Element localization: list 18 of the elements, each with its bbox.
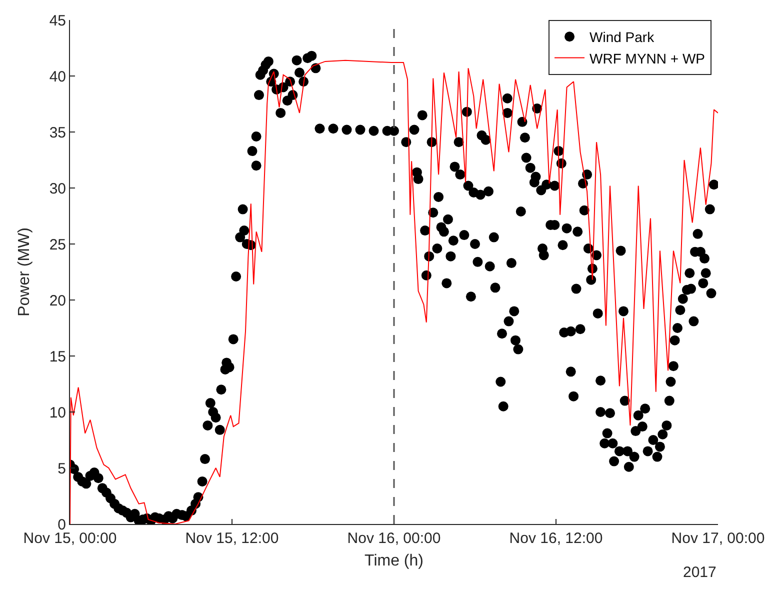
y-tick-label: 15 — [49, 348, 66, 366]
legend-label: WRF MYNN + WP — [590, 50, 706, 66]
y-tick-label: 30 — [49, 180, 66, 198]
x-tick-label: Nov 17, 00:00 — [671, 530, 765, 547]
y-tick-label: 10 — [49, 404, 66, 422]
y-tick-label: 5 — [58, 460, 66, 478]
y-tick-label: 25 — [49, 236, 66, 254]
y-tick-label: 20 — [49, 292, 66, 310]
y-tick-label: 40 — [49, 68, 66, 86]
text: 2017 — [683, 564, 716, 581]
x-tick-label: Nov 16, 12:00 — [509, 530, 603, 547]
x-tick-label: Nov 15, 12:00 — [185, 530, 279, 547]
x-tick-label: Nov 16, 00:00 — [347, 530, 441, 547]
y-tick-label: 35 — [49, 124, 66, 142]
x-axis-title: Time (h) — [364, 552, 424, 570]
y-tick-label: 45 — [49, 12, 66, 30]
y-axis-title: Power (MW) — [16, 228, 34, 316]
legend-label: Wind Park — [590, 29, 656, 46]
